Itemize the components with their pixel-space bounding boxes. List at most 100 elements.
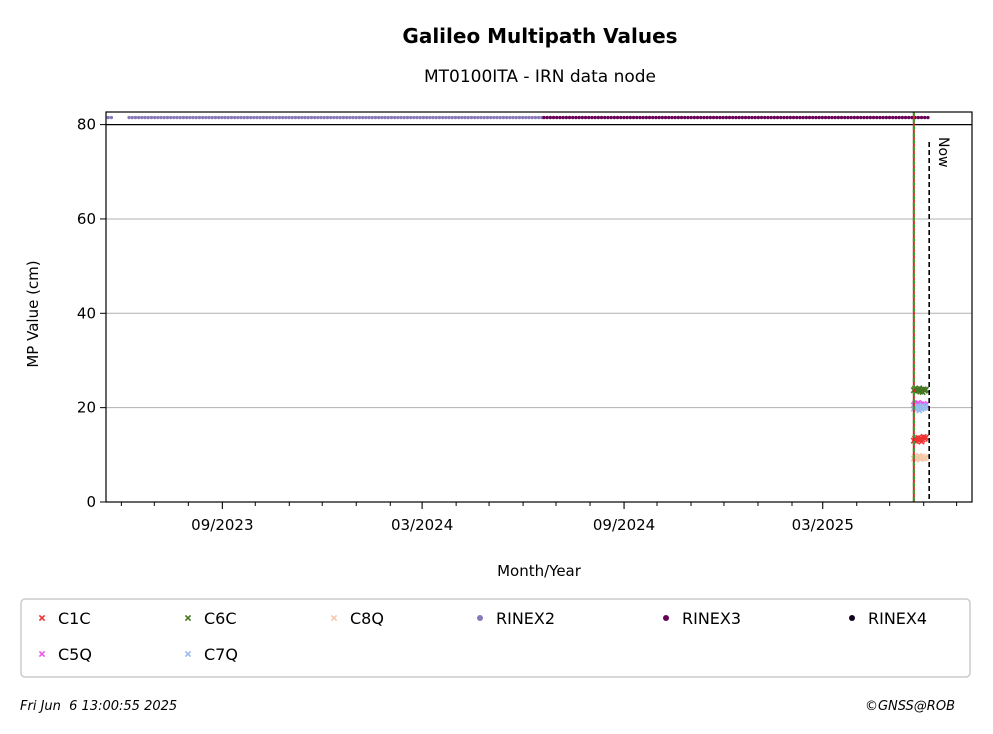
- rinex-point-rinex2: [325, 115, 330, 120]
- rinex-point-rinex3: [791, 115, 796, 120]
- rinex-point-rinex2: [456, 115, 461, 120]
- rinex-point-rinex3: [779, 115, 783, 120]
- rinex-point-rinex2: [511, 115, 515, 120]
- rinex-point-rinex2: [338, 115, 342, 120]
- rinex-point-rinex2: [140, 115, 144, 120]
- rinex-point-rinex2: [453, 115, 458, 120]
- legend: C1C C5Q C6C C7Q C8Q RINEX2 RINEX3 RINEX4: [20, 598, 971, 678]
- rinex-point-rinex2: [434, 115, 438, 120]
- rinex-point-rinex3: [734, 115, 738, 120]
- rinex-point-rinex2: [520, 115, 525, 120]
- rinex-point-rinex3: [753, 115, 757, 120]
- now-label: Now: [935, 137, 951, 168]
- data-point-c7q: [922, 404, 930, 411]
- legend-label-c6c: C6C: [204, 609, 237, 628]
- rinex-point-rinex2: [287, 115, 291, 120]
- rinex-point-rinex2: [239, 115, 243, 120]
- rinex-point-rinex3: [593, 115, 597, 120]
- rinex-point-rinex3: [759, 115, 764, 120]
- rinex-point-rinex2: [389, 115, 394, 120]
- rinex-point-rinex2: [178, 115, 182, 120]
- rinex-point-rinex3: [686, 115, 690, 120]
- rinex-point-rinex2: [504, 115, 509, 120]
- rinex-point-rinex3: [849, 115, 853, 120]
- rinex-point-rinex2: [447, 115, 451, 120]
- rinex-point-rinex2: [264, 115, 269, 120]
- rinex-point-rinex2: [319, 115, 323, 120]
- rinex-point-rinex3: [859, 115, 863, 120]
- rinex-point-rinex3: [660, 115, 665, 120]
- rinex-point-rinex2: [229, 115, 234, 120]
- rinex-point-rinex2: [364, 115, 368, 120]
- rinex-point-rinex2: [106, 115, 110, 120]
- rinex-point-rinex3: [839, 115, 844, 120]
- rinex-point-rinex3: [795, 115, 799, 120]
- x-tick-label: 03/2024: [391, 516, 453, 534]
- rinex-point-rinex2: [360, 115, 365, 120]
- rinex-point-rinex3: [804, 115, 809, 120]
- rinex-point-rinex3: [833, 115, 837, 120]
- legend-label-rinex2: RINEX2: [496, 609, 555, 628]
- rinex-point-rinex2: [168, 115, 173, 120]
- rinex-point-rinex3: [679, 115, 684, 120]
- rinex-point-rinex3: [817, 115, 821, 120]
- rinex-point-rinex2: [469, 115, 474, 120]
- rinex-point-rinex2: [316, 115, 320, 120]
- rinex-point-rinex3: [881, 115, 885, 120]
- rinex-point-rinex2: [498, 115, 502, 120]
- x-tick-label: 03/2025: [792, 516, 854, 534]
- rinex-point-rinex2: [220, 115, 224, 120]
- x-tick-label: 09/2024: [593, 516, 655, 534]
- y-tick-label: 0: [86, 493, 96, 511]
- rinex-point-rinex3: [894, 115, 898, 120]
- rinex-point-rinex3: [807, 115, 812, 120]
- rinex-point-rinex2: [351, 115, 355, 120]
- rinex-point-rinex2: [303, 115, 307, 120]
- footer-timestamp: Fri Jun 6 13:00:55 2025: [20, 699, 177, 714]
- rinex-point-rinex3: [583, 115, 588, 120]
- rinex-point-rinex2: [367, 115, 371, 120]
- plot-frame: [105, 111, 973, 503]
- legend-items: C1C C5Q C6C C7Q C8Q RINEX2 RINEX3 RINEX4: [38, 609, 927, 664]
- rinex-point-rinex3: [574, 115, 578, 120]
- data-point-c1c: [922, 434, 930, 441]
- rinex-point-rinex3: [657, 115, 661, 120]
- rinex-point-rinex3: [731, 115, 735, 120]
- rinex-point-rinex3: [689, 115, 693, 120]
- rinex-point-rinex2: [242, 115, 246, 120]
- rinex-point-rinex3: [884, 115, 889, 120]
- rinex-point-rinex2: [396, 115, 400, 120]
- rinex-point-rinex3: [676, 115, 681, 120]
- rinex-point-rinex3: [641, 115, 645, 120]
- rinex-point-rinex3: [705, 115, 709, 120]
- rinex-point-rinex3: [699, 115, 703, 120]
- rinex-point-rinex2: [405, 115, 410, 120]
- rinex-point-rinex3: [875, 115, 879, 120]
- rinex-point-rinex2: [181, 115, 186, 120]
- rinex-point-rinex2: [127, 115, 131, 120]
- legend-label-rinex4: RINEX4: [868, 609, 927, 628]
- rinex-point-rinex2: [159, 115, 163, 120]
- rinex-point-rinex3: [622, 115, 626, 120]
- rinex-point-rinex2: [274, 115, 278, 120]
- rinex-point-rinex2: [357, 115, 362, 120]
- rinex-point-rinex2: [530, 115, 534, 120]
- rinex-point-rinex2: [136, 115, 141, 120]
- rinex-point-rinex2: [245, 115, 250, 120]
- rinex-point-rinex2: [252, 115, 256, 120]
- rinex-point-rinex3: [750, 115, 754, 120]
- data-point-c8q: [922, 454, 930, 462]
- rinex-point-rinex3: [647, 115, 652, 120]
- rinex-point-rinex3: [887, 115, 892, 120]
- rinex-point-rinex2: [533, 115, 538, 120]
- rinex-point-rinex3: [555, 115, 559, 120]
- chart-title: Galileo Multipath Values: [402, 24, 677, 48]
- legend-label-rinex3: RINEX3: [682, 609, 741, 628]
- rinex-point-rinex3: [619, 115, 623, 120]
- rinex-point-rinex2: [284, 115, 288, 120]
- rinex-point-rinex3: [558, 115, 562, 120]
- rinex-point-rinex2: [495, 115, 499, 120]
- rinex-point-rinex2: [109, 115, 114, 120]
- rinex-point-rinex2: [421, 115, 426, 120]
- rinex-point-rinex2: [312, 115, 317, 120]
